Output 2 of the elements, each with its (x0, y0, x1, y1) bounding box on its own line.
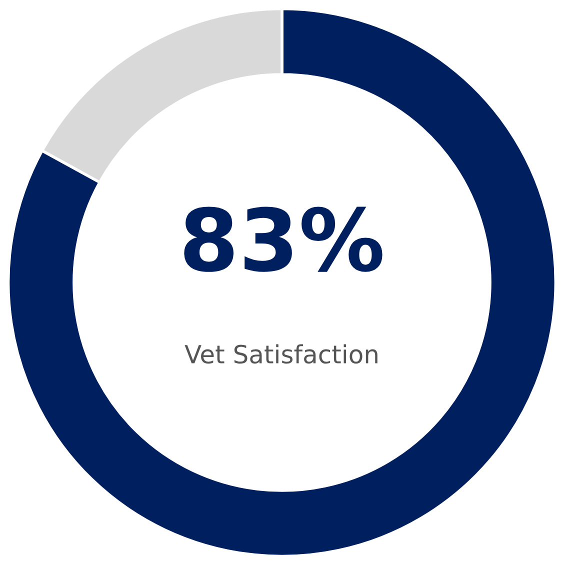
text: Vet Satisfaction (184, 344, 378, 364)
data-label: 83% (184, 206, 382, 272)
